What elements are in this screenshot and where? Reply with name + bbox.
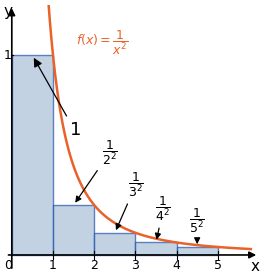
Text: 5: 5 (214, 259, 222, 272)
Text: 3: 3 (132, 259, 139, 272)
Text: 4: 4 (173, 259, 181, 272)
Bar (12, 55, 53, 255)
Bar (177, 247, 218, 255)
Text: 1: 1 (4, 49, 12, 62)
Bar (53, 205, 94, 255)
Text: y: y (3, 4, 12, 19)
Bar (94, 233, 135, 255)
Text: $\dfrac{1}{5^2}$: $\dfrac{1}{5^2}$ (189, 207, 205, 243)
Bar (135, 242, 177, 255)
Text: $f(x) = \dfrac{1}{x^2}$: $f(x) = \dfrac{1}{x^2}$ (76, 29, 128, 57)
Text: x: x (250, 259, 259, 274)
Text: $\dfrac{1}{3^2}$: $\dfrac{1}{3^2}$ (116, 170, 144, 229)
Text: $\dfrac{1}{2^2}$: $\dfrac{1}{2^2}$ (76, 139, 118, 202)
Text: 0: 0 (4, 259, 12, 272)
Text: 2: 2 (90, 259, 98, 272)
Text: $1$: $1$ (34, 59, 80, 139)
Text: $\dfrac{1}{4^2}$: $\dfrac{1}{4^2}$ (155, 195, 171, 239)
Text: 1: 1 (49, 259, 57, 272)
